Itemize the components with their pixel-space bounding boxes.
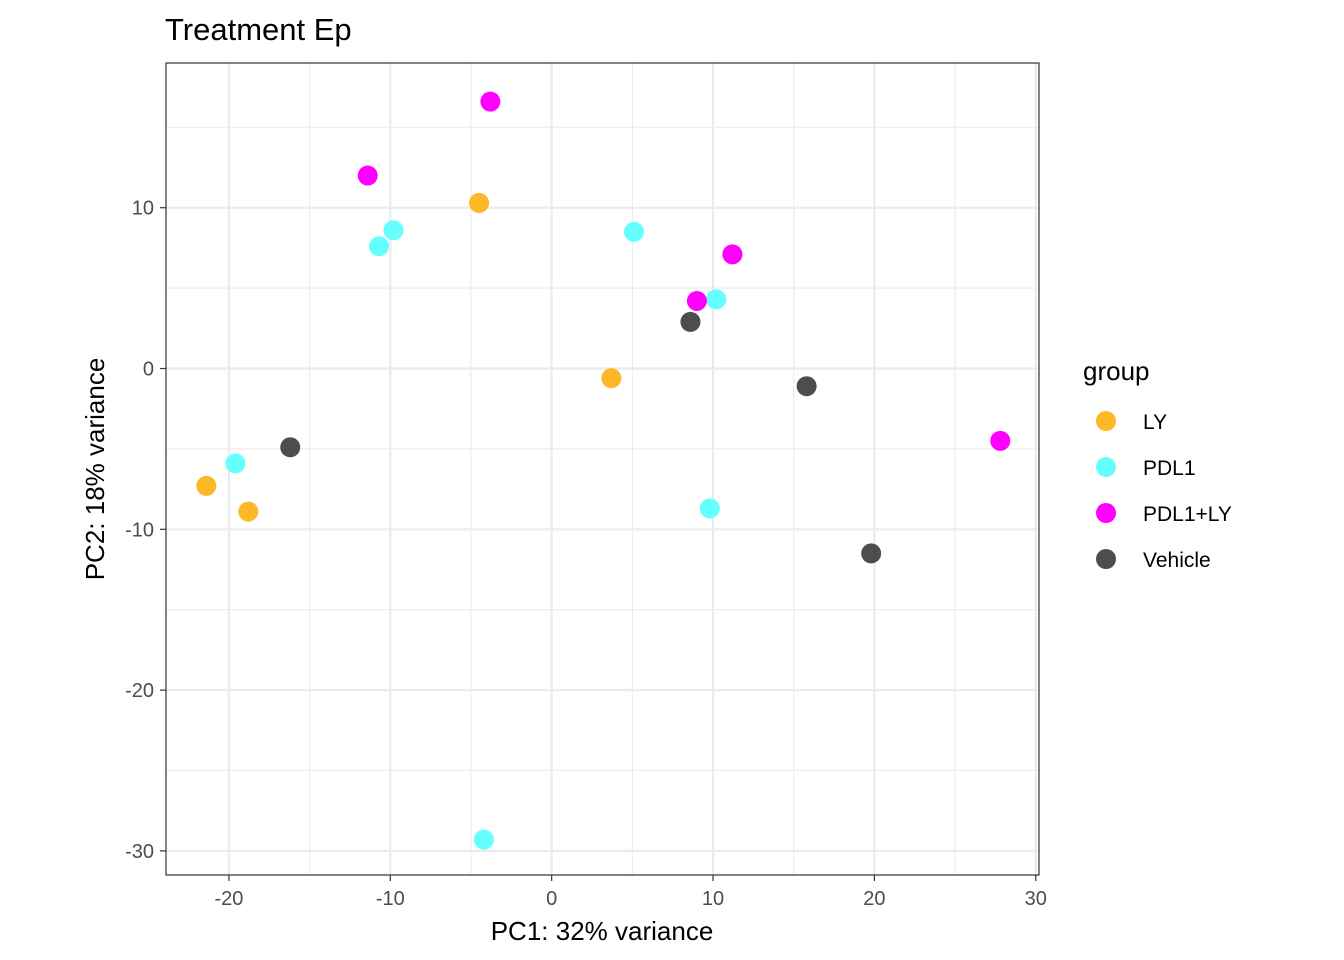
point-vehicle-0 — [680, 311, 701, 332]
y-tick-label: -10 — [125, 519, 154, 541]
legend-label: Vehicle — [1143, 549, 1211, 572]
point-pdl1-ly-1 — [357, 165, 378, 186]
x-tick-label: 20 — [863, 888, 885, 910]
legend-items: LY PDL1 PDL1+LY Vehicle — [1096, 411, 1232, 572]
x-tick-label: -20 — [214, 888, 243, 910]
y-tick-label: -20 — [125, 680, 154, 702]
legend-label: LY — [1143, 411, 1167, 434]
point-vehicle-3 — [861, 543, 882, 564]
point-pdl1-2 — [623, 221, 644, 242]
legend-title: group — [1083, 356, 1150, 386]
point-pdl1-0 — [383, 220, 404, 241]
data-points — [196, 91, 1011, 850]
point-pdl1-ly-2 — [722, 244, 743, 265]
y-tick-label: 10 — [132, 198, 154, 220]
point-ly-3 — [238, 501, 259, 522]
y-tick-label: -30 — [125, 841, 154, 863]
point-pdl1-6 — [473, 829, 494, 850]
x-tick-label: 30 — [1025, 888, 1047, 910]
point-ly-2 — [196, 475, 217, 496]
point-vehicle-1 — [796, 376, 817, 397]
x-tick-label: -10 — [376, 888, 405, 910]
panel-border — [165, 62, 1040, 876]
plot-panel — [166, 63, 1039, 875]
minor-gridlines — [166, 63, 1039, 875]
plot-panel-background — [166, 63, 1039, 875]
point-pdl1-5 — [699, 498, 720, 519]
x-tick-label: 0 — [546, 888, 557, 910]
point-ly-1 — [601, 368, 622, 389]
point-pdl1-ly-4 — [990, 430, 1011, 451]
point-pdl1-3 — [706, 289, 727, 310]
y-axis-ticks: -30 -20 -10 0 10 — [125, 198, 166, 863]
panel-border-rect — [165, 62, 1040, 876]
legend-label: PDL1 — [1143, 457, 1196, 480]
legend-key-pdl1-ly — [1096, 503, 1116, 523]
y-tick-label: 0 — [143, 359, 154, 381]
y-axis-label: PC2: 18% variance — [80, 358, 110, 581]
point-pdl1-ly-3 — [686, 290, 707, 311]
x-axis-ticks: -20 -10 0 10 20 30 — [214, 875, 1047, 910]
legend-label: PDL1+LY — [1143, 503, 1232, 526]
x-axis-label: PC1: 32% variance — [491, 916, 714, 946]
x-tick-label: 10 — [702, 888, 724, 910]
point-pdl1-4 — [225, 453, 246, 474]
legend-key-ly — [1096, 411, 1116, 431]
point-pdl1-1 — [369, 236, 390, 257]
point-pdl1-ly-0 — [480, 91, 501, 112]
point-ly-0 — [469, 192, 490, 213]
chart-title: Treatment Ep — [165, 12, 352, 47]
legend-key-pdl1 — [1096, 457, 1116, 477]
point-vehicle-2 — [280, 437, 301, 458]
legend-key-vehicle — [1096, 549, 1116, 569]
legend: group LY PDL1 PDL1+LY Vehicle — [1083, 356, 1232, 572]
